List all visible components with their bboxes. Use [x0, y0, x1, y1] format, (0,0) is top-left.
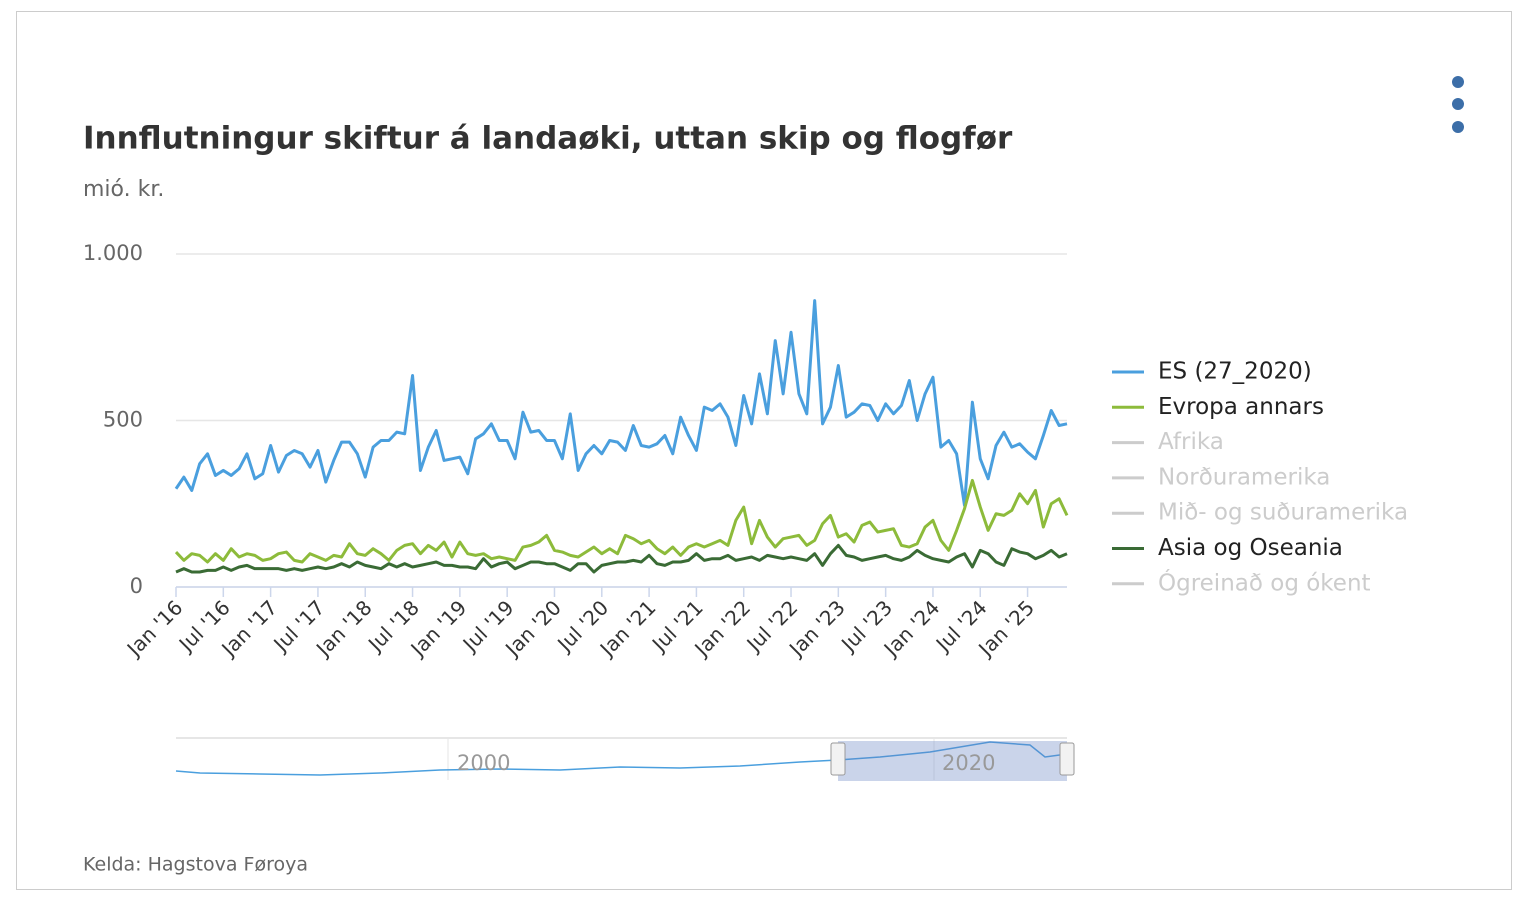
legend-item[interactable]: Evropa annars	[1158, 394, 1324, 420]
legend-item[interactable]: Norðuramerika	[1158, 464, 1330, 490]
legend-item[interactable]: Mið- og suðuramerika	[1158, 500, 1408, 526]
legend-item[interactable]: ES (27_2020)	[1158, 359, 1312, 385]
y-tick-label: 0	[130, 574, 143, 598]
y-tick-label: 500	[103, 408, 143, 432]
chart-subtitle: mió. kr.	[83, 177, 164, 202]
source: Kelda: Hagstova Føroya	[83, 854, 308, 876]
y-tick-label: 1.000	[83, 241, 143, 265]
menu-button[interactable]	[1452, 76, 1464, 133]
navigator[interactable]	[175, 737, 1075, 781]
line-series	[175, 543, 1068, 574]
legend-item[interactable]: Afrika	[1158, 429, 1224, 455]
line-series	[174, 478, 1069, 564]
navigator-label: 2020	[942, 751, 995, 775]
legend-item[interactable]: Asia og Oseania	[1158, 535, 1343, 561]
legend-item[interactable]: Ógreinað og ókent	[1158, 568, 1371, 596]
line-series	[174, 299, 1068, 507]
chart-title: Innflutningur skiftur á landaøki, uttan …	[83, 121, 1013, 157]
navigator-label: 2000	[457, 751, 510, 775]
